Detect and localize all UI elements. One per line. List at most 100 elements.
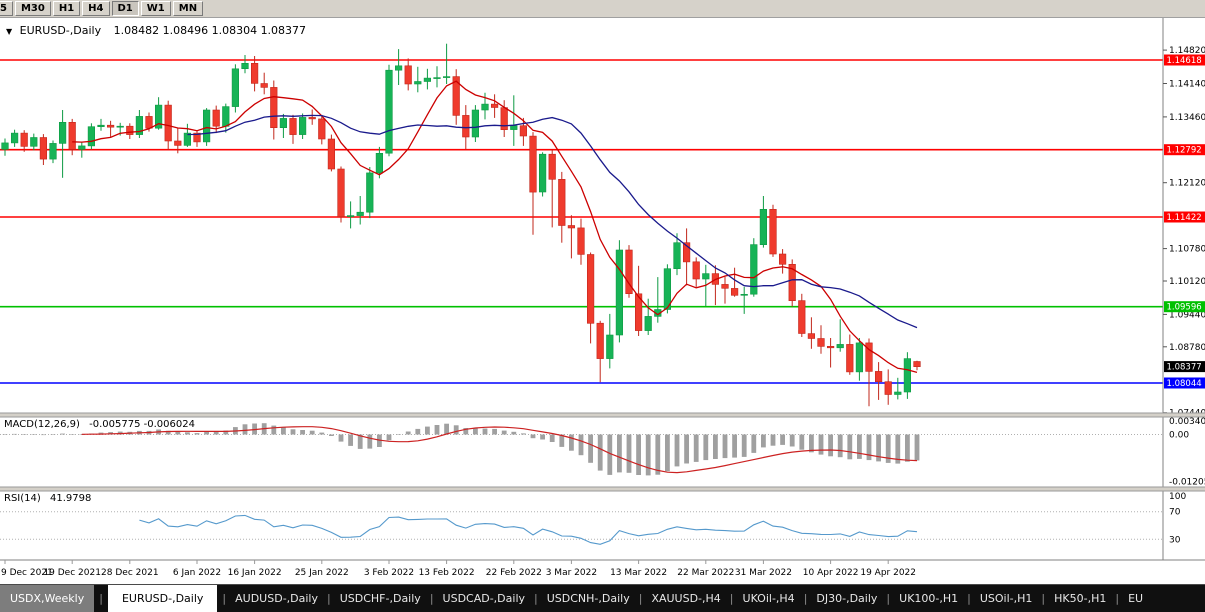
- svg-text:1.12792: 1.12792: [1167, 146, 1202, 156]
- timeframe-button-h4[interactable]: H4: [82, 1, 110, 16]
- svg-text:1.14820: 1.14820: [1169, 46, 1205, 56]
- chart-collapse-icon[interactable]: ▼: [6, 27, 13, 36]
- timeframe-toolbar: 5 M30 H1 H4 D1 W1 MN: [0, 0, 1205, 18]
- price-level-label-1.08044: 1.08044: [1164, 377, 1205, 389]
- symbol-tab-usdcnh-daily[interactable]: USDCNH-,Daily: [546, 592, 630, 605]
- chart-background: [0, 0, 1205, 584]
- svg-text:1.09440: 1.09440: [1169, 310, 1205, 320]
- tab-separator: |: [886, 592, 891, 605]
- chart-ohlc-values: 1.08482 1.08496 1.08304 1.08377: [113, 24, 307, 37]
- tab-separator: |: [803, 592, 808, 605]
- symbol-tab-eu[interactable]: EU: [1128, 592, 1144, 605]
- price-level-label-1.11422: 1.11422: [1164, 211, 1205, 223]
- svg-text:6 Jan 2022: 6 Jan 2022: [173, 568, 221, 578]
- current-price-label: 1.08377: [1164, 361, 1205, 373]
- svg-text:1.09596: 1.09596: [1167, 303, 1202, 313]
- svg-text:0.003408: 0.003408: [1169, 417, 1205, 427]
- tab-separator: |: [1041, 592, 1046, 605]
- tab-separator: |: [1115, 592, 1120, 605]
- svg-text:10 Apr 2022: 10 Apr 2022: [803, 568, 859, 578]
- svg-text:19 Dec 2021: 19 Dec 2021: [43, 568, 101, 578]
- macd-name: MACD(12,26,9): [4, 419, 80, 430]
- svg-text:1.08044: 1.08044: [1167, 379, 1202, 389]
- svg-text:19 Apr 2022: 19 Apr 2022: [860, 568, 916, 578]
- symbol-tab-hk50-h1[interactable]: HK50-,H1: [1054, 592, 1107, 605]
- tab-separator: |: [99, 592, 103, 605]
- svg-text:1.14140: 1.14140: [1169, 80, 1205, 90]
- svg-text:13 Mar 2022: 13 Mar 2022: [610, 568, 667, 578]
- tab-separator: |: [534, 592, 538, 605]
- rsi-line: [139, 514, 918, 545]
- timeframe-button-d1[interactable]: D1: [111, 1, 139, 16]
- svg-text:28 Dec 2021: 28 Dec 2021: [101, 568, 159, 578]
- rsi-axis: 100 70 30: [1169, 492, 1186, 545]
- svg-text:30: 30: [1169, 535, 1181, 545]
- price-level-label-1.12792: 1.12792: [1164, 144, 1205, 156]
- svg-text:1.12120: 1.12120: [1169, 179, 1205, 189]
- price-level-label-1.14618: 1.14618: [1164, 54, 1205, 66]
- timeframe-button-mn[interactable]: MN: [172, 1, 204, 16]
- svg-text:1.08780: 1.08780: [1169, 343, 1205, 353]
- svg-text:25 Jan 2022: 25 Jan 2022: [295, 568, 349, 578]
- svg-text:22 Mar 2022: 22 Mar 2022: [677, 568, 734, 578]
- price-chart[interactable]: 1.14820 1.14140 1.13460 1.12120 1.10780 1.101…: [0, 0, 1205, 584]
- symbol-tab-eurusd-daily[interactable]: EURUSD-,Daily: [107, 585, 218, 612]
- symbol-tab-usdx-weekly[interactable]: USDX,Weekly: [0, 585, 95, 612]
- symbol-tab-audusd-daily[interactable]: AUDUSD-,Daily: [235, 592, 318, 605]
- svg-text:1.10780: 1.10780: [1169, 245, 1205, 255]
- svg-text:1.08377: 1.08377: [1167, 363, 1202, 373]
- svg-text:3 Mar 2022: 3 Mar 2022: [546, 568, 597, 578]
- svg-text:9 Dec 2021: 9 Dec 2021: [1, 568, 53, 578]
- timeframe-button-5[interactable]: 5: [0, 1, 13, 16]
- svg-text:13 Feb 2022: 13 Feb 2022: [419, 568, 475, 578]
- svg-text:100: 100: [1169, 492, 1186, 502]
- svg-text:31 Mar 2022: 31 Mar 2022: [735, 568, 792, 578]
- svg-text:0.00: 0.00: [1169, 431, 1189, 441]
- svg-text:1.14618: 1.14618: [1167, 56, 1202, 66]
- panel-splitter[interactable]: [0, 413, 1205, 417]
- tab-separator: |: [327, 592, 331, 605]
- rsi-name: RSI(14): [4, 493, 41, 504]
- symbol-tab-uk100-h1[interactable]: UK100-,H1: [899, 592, 959, 605]
- tab-separator: |: [638, 592, 643, 605]
- horizontal-level-lines: [0, 59, 1163, 384]
- symbol-tabbar: USDX,Weekly | EURUSD-,Daily | AUDUSD-,Daily |…: [0, 584, 1205, 612]
- svg-text:1.10120: 1.10120: [1169, 277, 1205, 287]
- svg-text:1.13460: 1.13460: [1169, 113, 1205, 123]
- svg-text:70: 70: [1169, 508, 1181, 518]
- symbol-tab-usoil-h1[interactable]: USOil-,H1: [979, 592, 1033, 605]
- tab-separator: |: [222, 592, 227, 605]
- macd-axis: 0.003408 0.00 -0.012050: [1169, 417, 1205, 487]
- chart-title: ▼ EURUSD-,Daily 1.08482 1.08496 1.08304 …: [6, 24, 306, 37]
- tab-separator: |: [967, 592, 971, 605]
- timeframe-button-h1[interactable]: H1: [52, 1, 81, 16]
- svg-text:16 Jan 2022: 16 Jan 2022: [228, 568, 282, 578]
- svg-text:-0.012050: -0.012050: [1169, 477, 1205, 487]
- price-level-label-1.09596: 1.09596: [1164, 301, 1205, 313]
- timeframe-button-m30[interactable]: M30: [14, 1, 51, 16]
- panel-splitter[interactable]: [0, 487, 1205, 491]
- svg-text:1.11422: 1.11422: [1167, 213, 1202, 223]
- moving-average-line: [72, 80, 918, 374]
- symbol-tab-ukoil-h4[interactable]: UKOil-,H4: [742, 592, 795, 605]
- tab-separator: |: [729, 592, 734, 605]
- candlestick-series: [1, 43, 921, 407]
- svg-text:3 Feb 2022: 3 Feb 2022: [364, 568, 414, 578]
- symbol-tab-usdcad-daily[interactable]: USDCAD-,Daily: [442, 592, 526, 605]
- timeframe-button-w1[interactable]: W1: [140, 1, 171, 16]
- macd-values: -0.005775 -0.006024: [89, 419, 195, 430]
- svg-text:22 Feb 2022: 22 Feb 2022: [486, 568, 542, 578]
- chart-symbol-period: EURUSD-,Daily: [19, 24, 102, 37]
- rsi-indicator-label: RSI(14) 41.9798: [4, 493, 91, 504]
- symbol-tab-xauusd-h4[interactable]: XAUUSD-,H4: [651, 592, 721, 605]
- moving-average-line: [187, 114, 918, 329]
- macd-signal-line: [81, 426, 918, 474]
- rsi-value: 41.9798: [49, 493, 92, 504]
- tab-separator: |: [429, 592, 434, 605]
- macd-histogram: [2, 423, 920, 476]
- macd-indicator-label: MACD(12,26,9) -0.005775 -0.006024: [4, 419, 195, 430]
- symbol-tab-usdchf-daily[interactable]: USDCHF-,Daily: [339, 592, 421, 605]
- symbol-tab-dj30-daily[interactable]: DJ30-,Daily: [816, 592, 878, 605]
